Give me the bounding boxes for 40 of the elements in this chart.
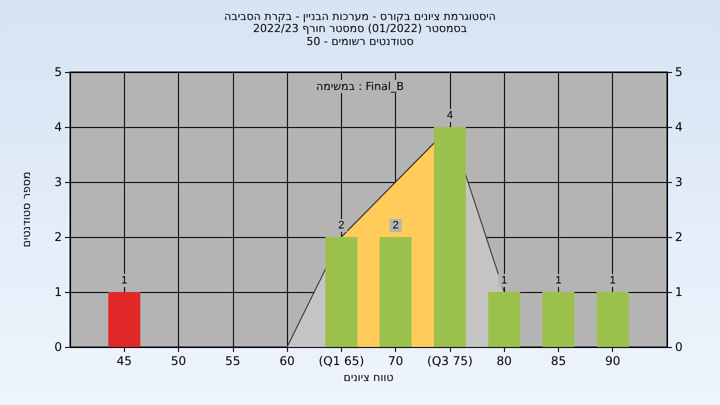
y2-tick-label: 2 xyxy=(675,230,683,244)
y-tick-label: 1 xyxy=(54,285,62,299)
y-tick-label: 5 xyxy=(54,65,62,79)
x-tick-label: (Q3 75) xyxy=(427,354,473,368)
y2-tick-label: 3 xyxy=(675,175,683,189)
y2-tick-label: 4 xyxy=(675,120,683,134)
y2-tick-label: 1 xyxy=(675,285,683,299)
bar xyxy=(596,292,629,347)
x-tick-label: 70 xyxy=(388,354,404,368)
x-tick-label: 60 xyxy=(279,354,295,368)
y-axis-title: מספר סטודנטים xyxy=(20,172,33,248)
chart-subtitle: בסמסטר (01/2022) סמסטר חורף 2022/23 סטודנטים רשומים - 50 xyxy=(253,22,467,48)
data-label: 1 xyxy=(501,274,508,286)
x-tick-label: 45 xyxy=(116,354,132,368)
data-label: 1 xyxy=(555,274,562,286)
annotation: במשימה : Final_B xyxy=(316,80,404,93)
data-label: 1 xyxy=(121,274,128,286)
y-tick-label: 3 xyxy=(54,175,62,189)
y-tick-label: 2 xyxy=(54,230,62,244)
bar xyxy=(380,237,412,347)
y2-tick-label: 0 xyxy=(675,340,683,354)
y-tick-label: 4 xyxy=(54,120,62,134)
x-tick-label: 90 xyxy=(605,354,620,368)
data-label: 2 xyxy=(392,220,399,232)
bar xyxy=(108,292,140,347)
x-tick-label: 80 xyxy=(496,354,512,368)
data-label: 4 xyxy=(446,110,453,122)
x-axis-title: טווח ציונים xyxy=(344,370,394,384)
y2-tick-label: 5 xyxy=(675,65,683,79)
bar xyxy=(488,292,520,347)
y-tick-label: 0 xyxy=(54,340,62,354)
x-tick-label: 50 xyxy=(170,354,186,368)
x-tick-label: 55 xyxy=(225,354,240,368)
data-label: 1 xyxy=(610,274,616,286)
bar xyxy=(542,292,574,347)
x-tick-label: 85 xyxy=(550,354,566,368)
chart-title: היסטוגרמת ציונים בקורס - מערכות הבניין - בקרת הסביבה xyxy=(224,10,496,23)
data-label: 2 xyxy=(338,220,344,232)
bar xyxy=(325,237,358,347)
x-tick-label: (Q1 65) xyxy=(318,354,364,368)
